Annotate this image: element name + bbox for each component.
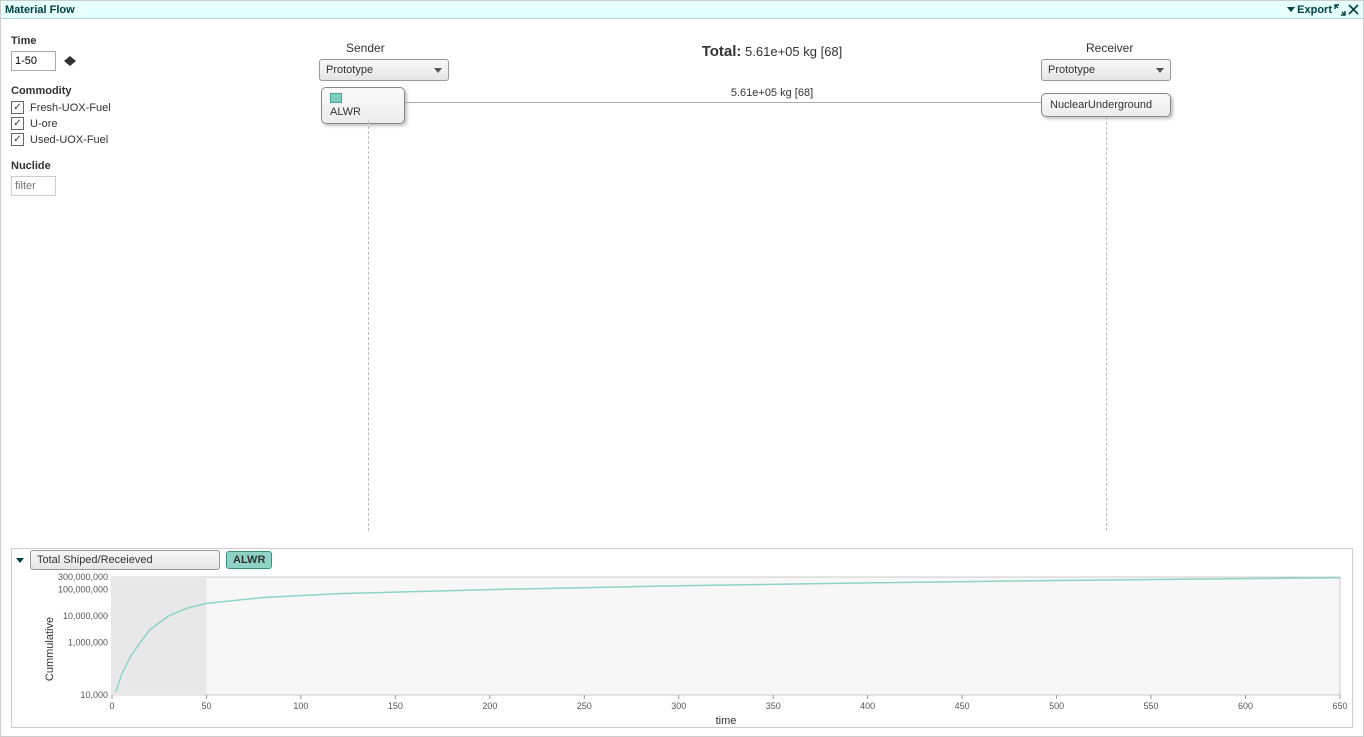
svg-text:300,000,000: 300,000,000: [58, 572, 108, 582]
svg-text:650: 650: [1332, 701, 1347, 711]
sidebar: Time Commodity ✓ Fresh-UOX-Fuel ✓ U-ore ✓ Use…: [11, 29, 181, 196]
panel-header: Material Flow Export: [1, 1, 1363, 19]
edge-label: 5.61e+05 kg [68]: [731, 87, 813, 99]
commodity-row: ✓ Fresh-UOX-Fuel: [11, 101, 181, 114]
receiver-heading: Receiver: [1086, 41, 1133, 55]
time-input[interactable]: [11, 51, 56, 71]
chart-mode-value: Total Shiped/Receieved: [37, 554, 153, 566]
export-link[interactable]: Export: [1297, 1, 1332, 19]
chart-ylabel: Cummulative: [44, 617, 56, 681]
receiver-guideline: [1106, 117, 1107, 531]
svg-text:100,000,000: 100,000,000: [58, 585, 108, 595]
svg-text:400: 400: [860, 701, 875, 711]
commodity-checkbox[interactable]: ✓: [11, 101, 24, 114]
flow-edge: [405, 102, 1041, 103]
time-heading: Time: [11, 35, 181, 47]
svg-text:300: 300: [671, 701, 686, 711]
commodity-label: Used-UOX-Fuel: [30, 134, 108, 146]
receiver-dropdown-value: Prototype: [1048, 64, 1095, 76]
receiver-dropdown[interactable]: Prototype: [1041, 59, 1171, 81]
sender-dropdown[interactable]: Prototype: [319, 59, 449, 81]
sender-guideline: [368, 121, 369, 531]
svg-text:0: 0: [109, 701, 114, 711]
svg-text:550: 550: [1144, 701, 1159, 711]
close-icon[interactable]: [1348, 4, 1359, 15]
time-next-icon[interactable]: [70, 56, 76, 66]
svg-text:450: 450: [955, 701, 970, 711]
nuclide-heading: Nuclide: [11, 160, 181, 172]
commodity-row: ✓ Used-UOX-Fuel: [11, 133, 181, 146]
svg-text:10,000: 10,000: [80, 690, 108, 700]
svg-text:600: 600: [1238, 701, 1253, 711]
expand-icon[interactable]: [1334, 4, 1346, 16]
commodity-label: U-ore: [30, 118, 58, 130]
flow-diagram: Sender Receiver Total: 5.61e+05 kg [68] …: [191, 29, 1353, 539]
commodity-row: ✓ U-ore: [11, 117, 181, 130]
commodity-checkbox[interactable]: ✓: [11, 117, 24, 130]
nuclide-filter-input[interactable]: [11, 176, 56, 196]
sender-heading: Sender: [346, 41, 385, 55]
chart-menu-icon[interactable]: [16, 558, 24, 563]
receiver-node[interactable]: NuclearUnderground: [1041, 93, 1171, 117]
chart-panel: Total Shiped/Receieved ALWR Cummulative …: [11, 548, 1353, 728]
node-sparkline-icon: [330, 93, 342, 103]
material-flow-panel: Material Flow Export Time Commodity ✓ Fre…: [0, 0, 1364, 737]
chart-body: Cummulative 10,000 1,000,000 10,000,000 100…: [12, 571, 1352, 727]
chart-series-tag[interactable]: ALWR: [226, 551, 272, 569]
commodity-checkbox[interactable]: ✓: [11, 133, 24, 146]
panel-title: Material Flow: [5, 1, 75, 19]
svg-text:100: 100: [293, 701, 308, 711]
svg-text:350: 350: [766, 701, 781, 711]
total-label: Total: 5.61e+05 kg [68]: [702, 43, 843, 60]
commodity-label: Fresh-UOX-Fuel: [30, 102, 111, 114]
sender-node[interactable]: ALWR: [321, 87, 405, 124]
header-menu-icon[interactable]: [1287, 7, 1295, 12]
sender-dropdown-value: Prototype: [326, 64, 373, 76]
svg-text:time: time: [716, 715, 737, 727]
svg-text:500: 500: [1049, 701, 1064, 711]
sender-node-label: ALWR: [330, 106, 396, 118]
svg-text:200: 200: [482, 701, 497, 711]
svg-text:50: 50: [201, 701, 211, 711]
receiver-node-label: NuclearUnderground: [1050, 99, 1162, 111]
total-prefix: Total:: [702, 43, 742, 60]
commodity-heading: Commodity: [11, 85, 181, 97]
chart-mode-dropdown[interactable]: Total Shiped/Receieved: [30, 550, 220, 570]
chart-toolbar: Total Shiped/Receieved ALWR: [12, 549, 1352, 571]
svg-text:1,000,000: 1,000,000: [68, 637, 108, 647]
svg-text:10,000,000: 10,000,000: [63, 611, 108, 621]
chevron-down-icon: [434, 68, 442, 73]
chevron-down-icon: [1156, 68, 1164, 73]
total-value: 5.61e+05 kg [68]: [745, 44, 842, 59]
cumulative-line-chart: 10,000 1,000,000 10,000,000 100,000,000 300,…: [12, 571, 1350, 727]
svg-text:150: 150: [388, 701, 403, 711]
svg-text:250: 250: [577, 701, 592, 711]
